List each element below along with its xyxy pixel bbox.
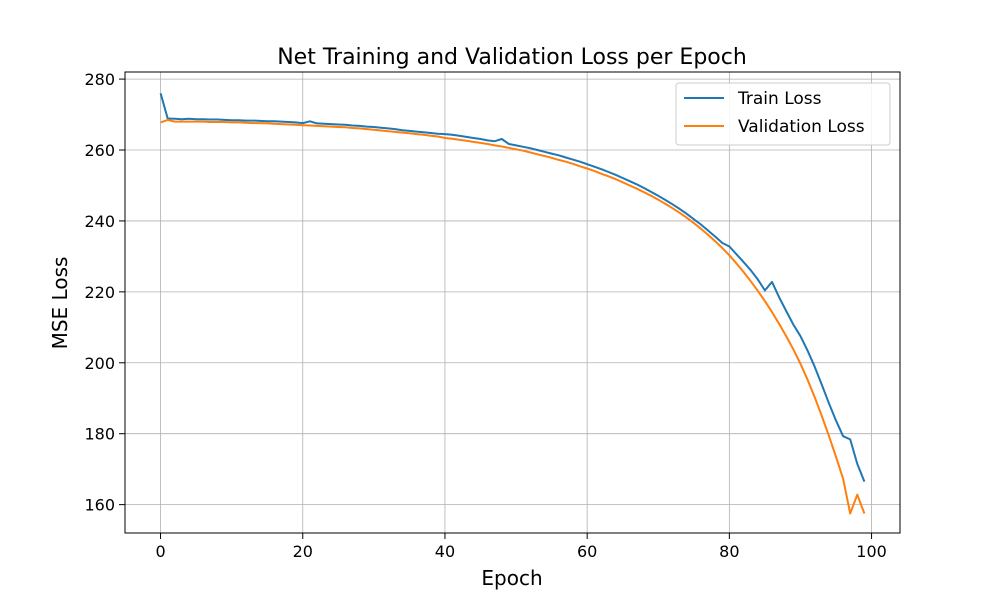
x-tick-label-60: 60 bbox=[577, 542, 597, 561]
x-tick-label-100: 100 bbox=[856, 542, 887, 561]
x-tick-label-40: 40 bbox=[435, 542, 455, 561]
series-line-validation-loss bbox=[160, 118, 866, 515]
y-tick-label-180: 180 bbox=[84, 425, 115, 444]
chart-title: Net Training and Validation Loss per Epo… bbox=[277, 45, 747, 70]
y-axis-label: MSE Loss bbox=[48, 257, 72, 350]
series-lines bbox=[159, 93, 866, 515]
y-tick-label-220: 220 bbox=[84, 283, 115, 302]
x-tick-label-0: 0 bbox=[155, 542, 165, 561]
x-tick-label-20: 20 bbox=[293, 542, 313, 561]
legend-label-validation-loss: Validation Loss bbox=[738, 117, 865, 137]
y-tick-label-260: 260 bbox=[84, 141, 115, 160]
axis-ticks: 0 20 40 60 80 100 160 180 200 220 240 260 280 bbox=[84, 70, 886, 561]
legend-label-train-loss: Train Loss bbox=[737, 89, 822, 109]
x-tick-label-80: 80 bbox=[719, 542, 739, 561]
legend-box bbox=[675, 82, 891, 146]
grid bbox=[125, 72, 900, 533]
series-line-train-loss bbox=[159, 93, 866, 482]
plot-frame bbox=[124, 71, 901, 534]
y-tick-label-200: 200 bbox=[84, 354, 115, 373]
x-axis-label: Epoch bbox=[481, 566, 542, 590]
y-tick-label-160: 160 bbox=[84, 496, 115, 515]
y-tick-label-240: 240 bbox=[84, 212, 115, 231]
y-tick-label-280: 280 bbox=[84, 70, 115, 89]
legend: Train Loss Validation Loss bbox=[675, 82, 891, 146]
